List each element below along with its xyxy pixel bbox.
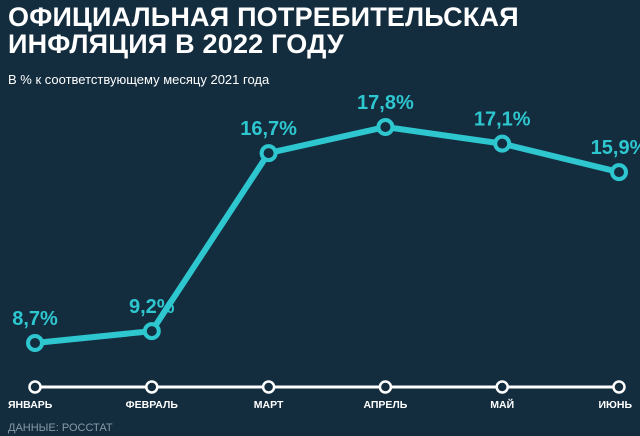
- chart-title-line-2: ИНФЛЯЦИЯ В 2022 ГОДУ: [8, 29, 344, 59]
- axis-tick-marker: [28, 380, 42, 394]
- inflation-series-line: [32, 124, 622, 346]
- axis-tick-marker: [145, 380, 159, 394]
- data-point: [142, 322, 161, 341]
- data-point: [26, 334, 44, 352]
- data-point: [610, 163, 628, 182]
- data-source: ДАННЫЕ: РОССТАТ: [8, 422, 113, 434]
- data-label: 15,9%: [591, 137, 640, 159]
- data-label: 8,7%: [12, 308, 58, 330]
- x-tick-label: ЯНВАРЬ: [8, 399, 53, 411]
- data-label: 17,1%: [474, 109, 531, 131]
- x-tick-label: МАЙ: [490, 398, 514, 411]
- data-label: 9,2%: [129, 296, 175, 318]
- data-point: [259, 144, 278, 163]
- axis-tick-marker: [378, 380, 393, 394]
- data-label: 16,7%: [240, 118, 297, 140]
- x-tick-label: ФЕВРАЛЬ: [126, 399, 179, 411]
- chart-title: ОФИЦИАЛЬНАЯ ПОТРЕБИТЕЛЬСКАЯ ИНФЛЯЦИЯ В 2…: [8, 4, 628, 58]
- axis-tick-marker: [261, 380, 276, 394]
- x-tick-label: АПРЕЛЬ: [363, 399, 407, 411]
- data-point: [376, 118, 395, 136]
- x-tick-label: МАРТ: [254, 399, 284, 411]
- data-label: 17,8%: [357, 92, 414, 114]
- axis-tick-marker: [612, 380, 626, 394]
- chart-title-line-1: ОФИЦИАЛЬНАЯ ПОТРЕБИТЕЛЬСКАЯ: [8, 2, 519, 32]
- x-tick-label: ИЮНЬ: [598, 399, 632, 411]
- chart-subtitle: В % к соответствующему месяцу 2021 года: [8, 72, 270, 87]
- data-point: [493, 134, 512, 153]
- axis-tick-marker: [495, 380, 509, 394]
